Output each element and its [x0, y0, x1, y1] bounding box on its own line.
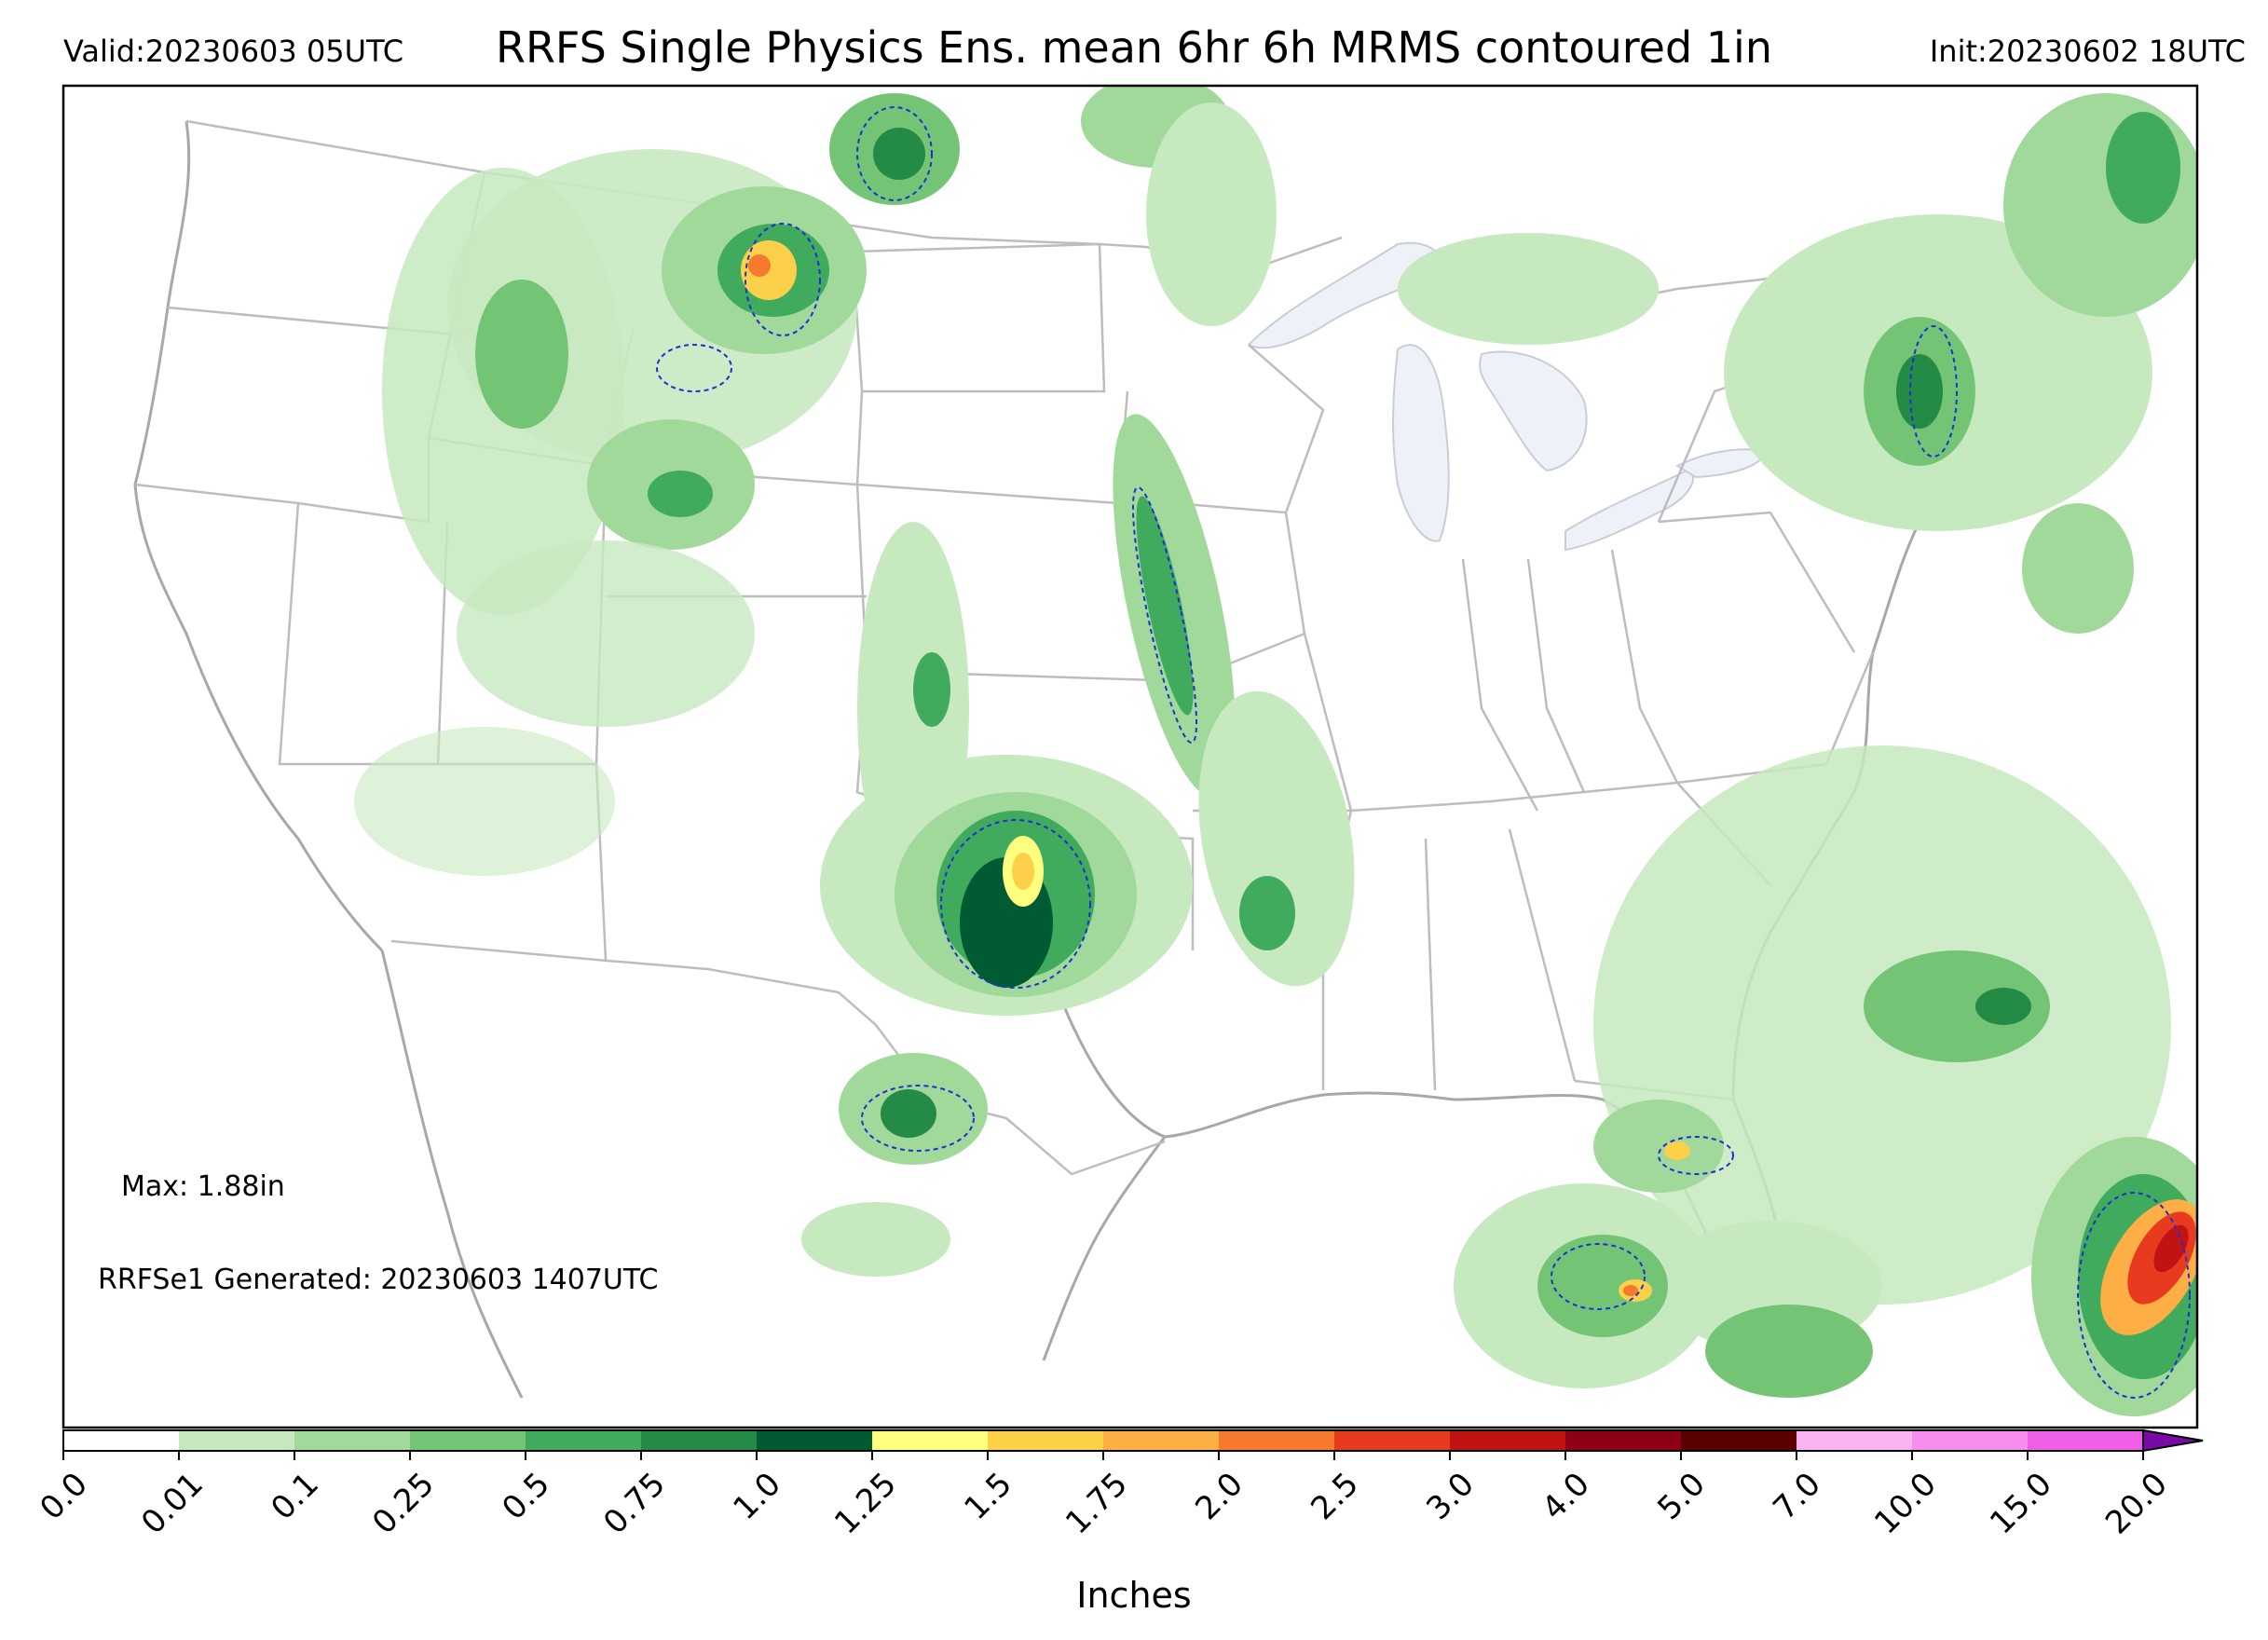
colorbar-tick-label: 0.75	[596, 1466, 673, 1542]
colorbar-tick-label: 0.5	[495, 1466, 557, 1528]
colorbar-box	[1103, 1430, 1220, 1451]
colorbar-tick-label: 5.0	[1650, 1466, 1713, 1528]
colorbar-tick-label: 2.0	[1188, 1466, 1250, 1528]
colorbar-box	[2028, 1430, 2144, 1451]
max-value-label: Max: 1.88in	[121, 1170, 285, 1203]
colorbar-ticks: 0.0 0.01 0.1 0.25 0.5 0.75 1.0 1.25 1.5 1.75 2.0 2.…	[33, 1451, 2175, 1541]
colorbar-tick-label: 2.5	[1304, 1466, 1366, 1528]
colorbar-box	[1450, 1430, 1566, 1451]
colorbar-extend-arrow	[2142, 1428, 2204, 1453]
init-time-label: Init:20230602 18UTC	[1929, 34, 2246, 69]
colorbar-tick-label: 1.5	[957, 1466, 1019, 1528]
pacific-coast	[133, 120, 384, 952]
colorbar-box	[294, 1430, 411, 1451]
colorbar-tick-label: 0.0	[33, 1466, 95, 1528]
colorbar-tick-label: 3.0	[1419, 1466, 1482, 1528]
colorbar-tick-label: 1.75	[1059, 1466, 1135, 1542]
colorbar-box	[179, 1430, 295, 1451]
colorbar-tick-label: 1.25	[827, 1466, 904, 1542]
colorbar-box	[757, 1430, 873, 1451]
valid-time-label: Valid:20230603 05UTC	[63, 34, 404, 69]
colorbar-tick-label: 0.1	[264, 1466, 326, 1528]
colorbar-box	[1681, 1430, 1797, 1451]
colorbar-box	[1219, 1430, 1335, 1451]
generated-time-label: RRFSe1 Generated: 20230603 1407UTC	[98, 1264, 659, 1296]
colorbar-units-label: Inches	[1076, 1575, 1192, 1616]
colorbar-box	[641, 1430, 758, 1451]
colorbar-box	[872, 1430, 989, 1451]
colorbar-tick-label: 7.0	[1766, 1466, 1828, 1528]
colorbar-box	[988, 1430, 1104, 1451]
colorbar-boxes	[62, 1428, 2204, 1453]
colorbar-tick-label: 1.0	[726, 1466, 788, 1528]
lake-erie	[1564, 469, 1695, 552]
colorbar-tick-label: 20.0	[2098, 1466, 2175, 1542]
mexico-border	[390, 939, 1166, 1176]
mrms-1in-contours	[656, 106, 2191, 1399]
colorbar-box	[63, 1430, 180, 1451]
texas-coast	[1042, 1136, 1167, 1361]
colorbar-tick-label: 0.25	[365, 1466, 442, 1542]
colorbar-box	[1797, 1430, 1913, 1451]
colorbar-box	[1912, 1430, 2029, 1451]
colorbar-tick-label: 15.0	[1983, 1466, 2059, 1542]
colorbar-box	[410, 1430, 526, 1451]
colorbar-tick-label: 4.0	[1535, 1466, 1597, 1528]
colorbar-box	[1565, 1430, 1682, 1451]
colorbar-box	[526, 1430, 642, 1451]
colorbar-tick-label: 10.0	[1867, 1466, 1944, 1542]
colorbar-tick-label: 0.01	[134, 1466, 211, 1542]
lake-huron	[1479, 350, 1588, 472]
colorbar: 0.0 0.01 0.1 0.25 0.5 0.75 1.0 1.25 1.5 1.75 2.0 2.…	[33, 1428, 2204, 1541]
baja-coast	[380, 950, 524, 1399]
map-frame	[61, 84, 2199, 1429]
lake-michigan	[1392, 344, 1450, 542]
colorbar-box	[1334, 1430, 1451, 1451]
